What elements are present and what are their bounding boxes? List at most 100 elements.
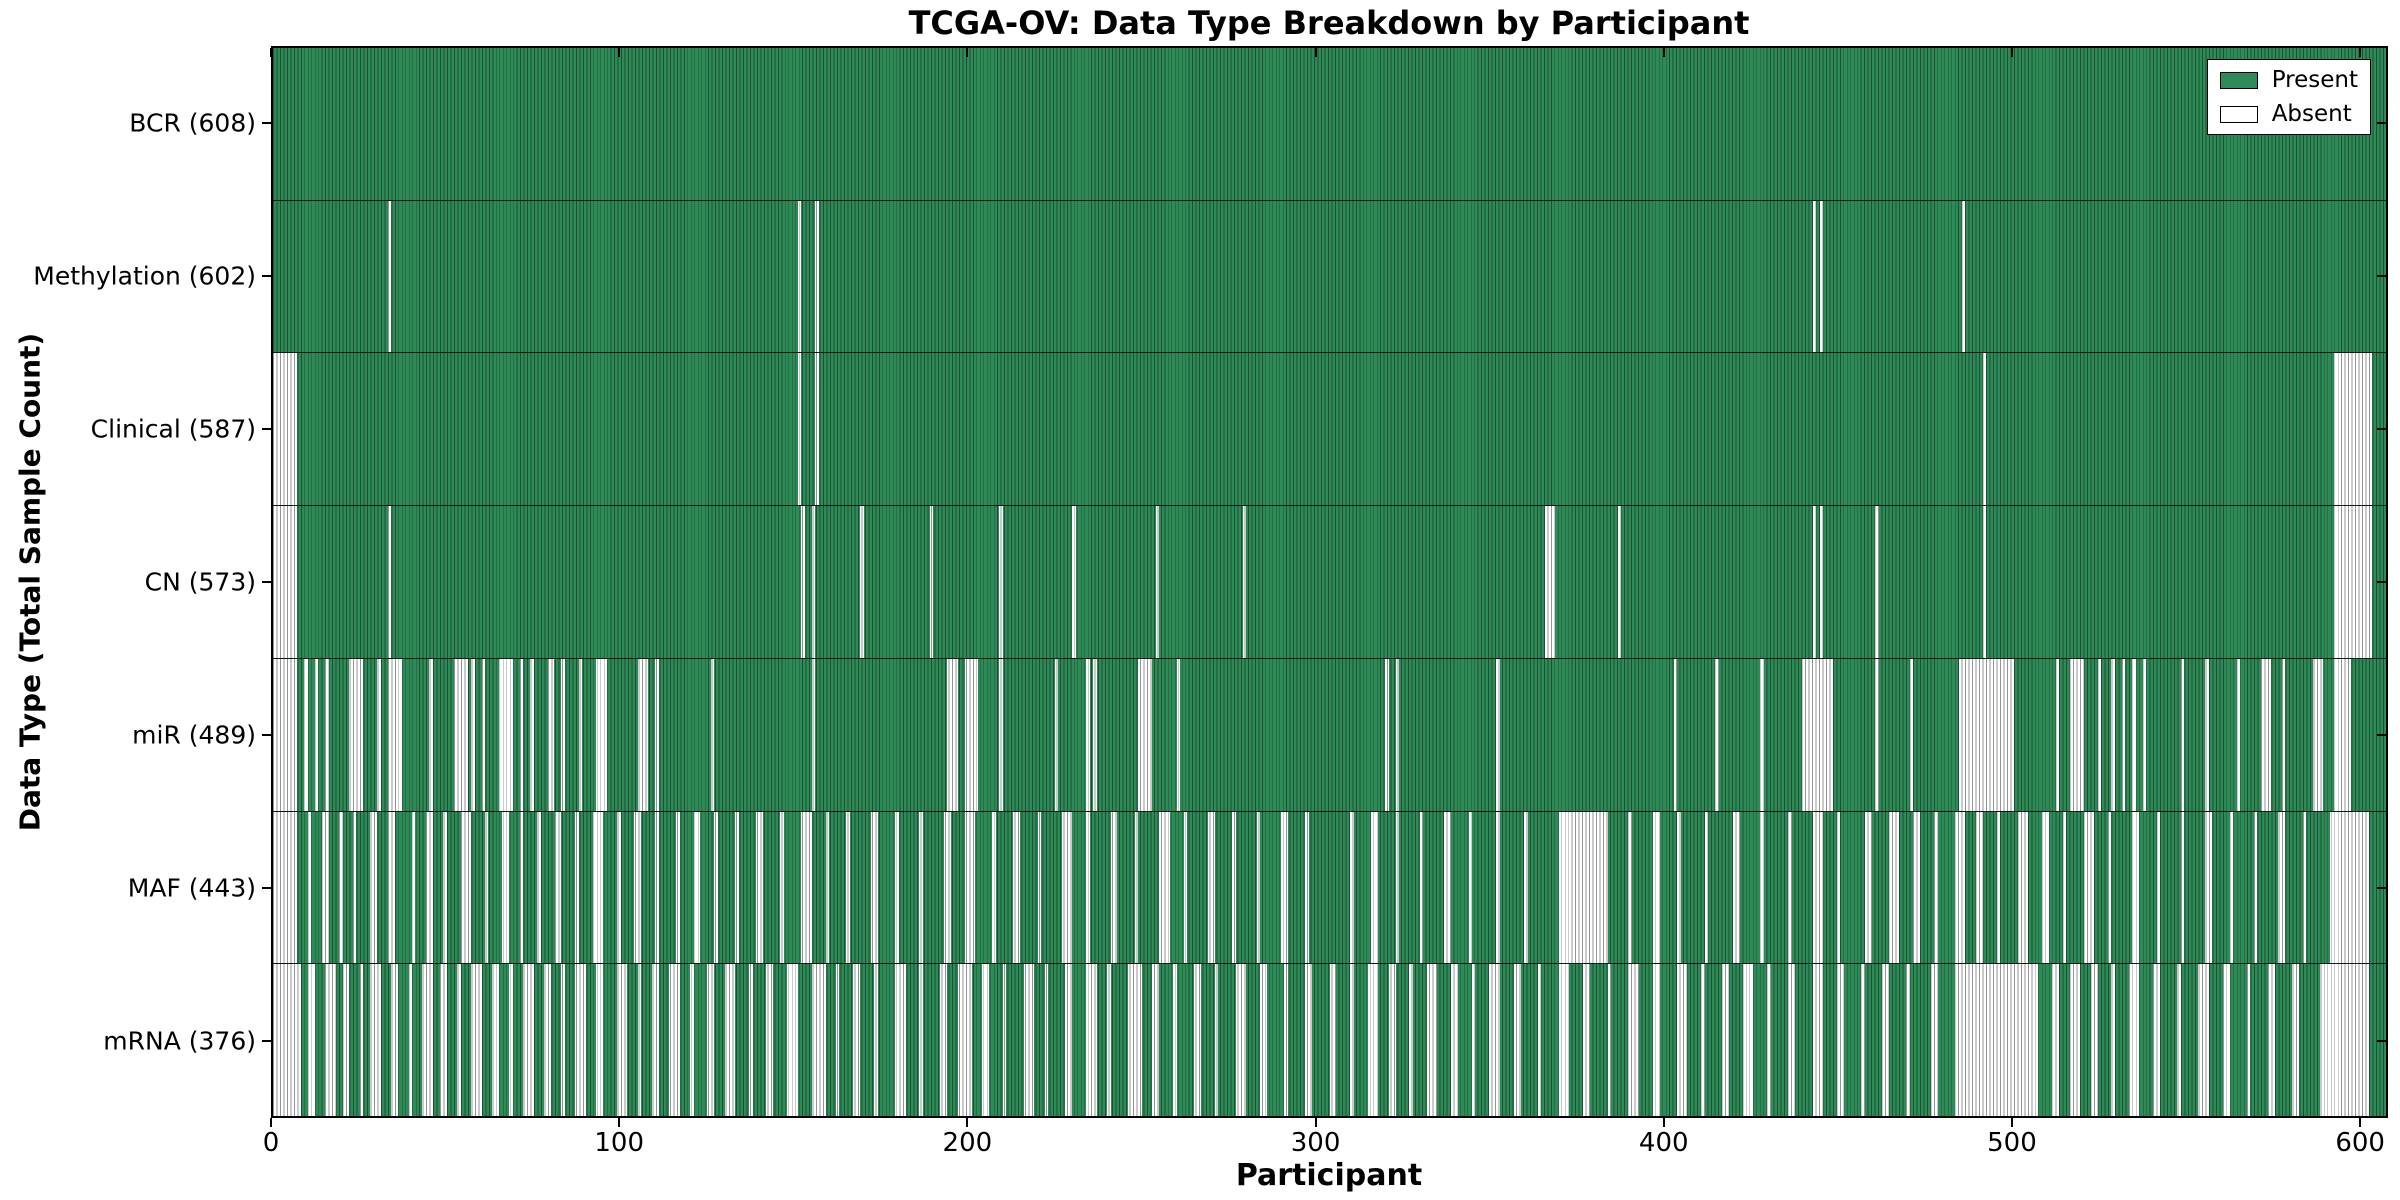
absent-segment — [634, 811, 642, 964]
absent-segment — [422, 964, 433, 1117]
absent-segment — [1962, 200, 1966, 353]
absent-segment — [273, 506, 298, 658]
absent-segment — [2281, 658, 2286, 811]
y-tick — [262, 121, 271, 124]
absent-segment — [1722, 964, 1730, 1117]
absent-segment — [801, 506, 805, 658]
absent-segment — [1760, 658, 1764, 811]
absent-segment — [2333, 353, 2373, 506]
absent-segment — [1743, 964, 1754, 1117]
absent-segment — [860, 506, 864, 658]
absent-segment — [592, 811, 604, 964]
absent-segment — [1350, 811, 1354, 964]
y-tick — [2377, 274, 2386, 277]
absent-segment — [1093, 658, 1097, 811]
absent-segment — [940, 964, 948, 1117]
absent-segment — [1812, 506, 1817, 658]
absent-segment — [2260, 658, 2272, 811]
absent-segment — [919, 811, 923, 964]
absent-segment — [2090, 964, 2098, 1117]
absent-segment — [2205, 658, 2209, 811]
absent-segment — [1496, 811, 1500, 964]
absent-segment — [544, 964, 551, 1117]
x-tick-label: 500 — [1987, 1128, 2037, 1158]
heatmap-row-cn — [273, 505, 2386, 658]
absent-segment — [1214, 964, 1219, 1117]
absent-segment — [1284, 964, 1288, 1117]
heatmap-row-clinical — [273, 352, 2386, 506]
absent-segment — [2156, 811, 2161, 964]
absent-segment — [2121, 658, 2126, 811]
absent-segment — [1127, 964, 1142, 1117]
absent-segment — [325, 658, 329, 811]
absent-segment — [1864, 811, 1872, 964]
absent-segment — [992, 811, 996, 964]
x-axis-label: Participant — [1235, 1158, 1423, 1193]
absent-segment — [457, 964, 461, 1117]
absent-segment — [387, 506, 392, 658]
absent-segment — [1426, 964, 1438, 1117]
absent-segment — [2111, 658, 2115, 811]
x-tick — [1662, 1118, 1665, 1127]
legend-label-absent: Absent — [2271, 101, 2352, 127]
absent-segment — [1760, 811, 1764, 964]
heatmap-row-methylation — [273, 199, 2386, 353]
absent-segment — [1110, 811, 1118, 964]
absent-segment — [811, 658, 816, 811]
absent-segment — [273, 658, 298, 811]
x-tick-label: 600 — [2335, 1128, 2385, 1158]
absent-segment — [710, 658, 715, 811]
x-tick — [966, 48, 969, 57]
legend: Present Absent — [2206, 59, 2371, 135]
absent-segment — [1152, 964, 1160, 1117]
absent-segment — [2083, 811, 2095, 964]
absent-segment — [749, 964, 753, 1117]
absent-segment — [1329, 964, 1337, 1117]
absent-segment — [1732, 811, 1740, 964]
absent-segment — [1930, 964, 1938, 1117]
absent-segment — [2205, 811, 2213, 964]
x-tick-label: 200 — [942, 1128, 993, 1158]
absent-segment — [1061, 811, 1073, 964]
absent-segment — [1037, 811, 1042, 964]
absent-segment — [484, 811, 489, 964]
absent-segment — [1906, 964, 1910, 1117]
absent-segment — [502, 811, 510, 964]
absent-segment — [1468, 811, 1472, 964]
y-tick — [262, 274, 271, 277]
absent-segment — [846, 811, 850, 964]
x-tick — [1314, 48, 1317, 57]
absent-segment — [1419, 811, 1424, 964]
absent-segment — [1982, 506, 1987, 658]
absent-segment — [1819, 506, 1823, 658]
absent-segment — [1138, 658, 1153, 811]
absent-segment — [655, 658, 659, 811]
plot-area: Present Absent — [271, 46, 2388, 1118]
x-tick-label: 400 — [1638, 1128, 1689, 1158]
absent-segment — [1134, 811, 1139, 964]
absent-segment — [676, 811, 680, 964]
absent-segment — [498, 658, 513, 811]
absent-segment — [2041, 811, 2049, 964]
absent-segment — [349, 658, 364, 811]
absent-segment — [1982, 353, 1987, 506]
absent-segment — [342, 964, 350, 1117]
x-tick — [270, 48, 272, 57]
absent-segment — [460, 811, 472, 964]
absent-segment — [874, 964, 878, 1117]
x-tick — [270, 1118, 272, 1127]
absent-segment — [1395, 811, 1399, 964]
absent-segment — [1367, 964, 1379, 1117]
absent-segment — [314, 658, 319, 811]
absent-segment — [947, 658, 958, 811]
absent-segment — [655, 811, 659, 964]
absent-segment — [2253, 811, 2258, 964]
absent-segment — [1607, 964, 1611, 1117]
absent-segment — [339, 811, 343, 964]
x-tick — [1662, 48, 1665, 57]
absent-segment — [1176, 658, 1181, 811]
x-tick — [2010, 1118, 2013, 1127]
absent-segment — [707, 964, 715, 1117]
absent-segment — [870, 811, 878, 964]
